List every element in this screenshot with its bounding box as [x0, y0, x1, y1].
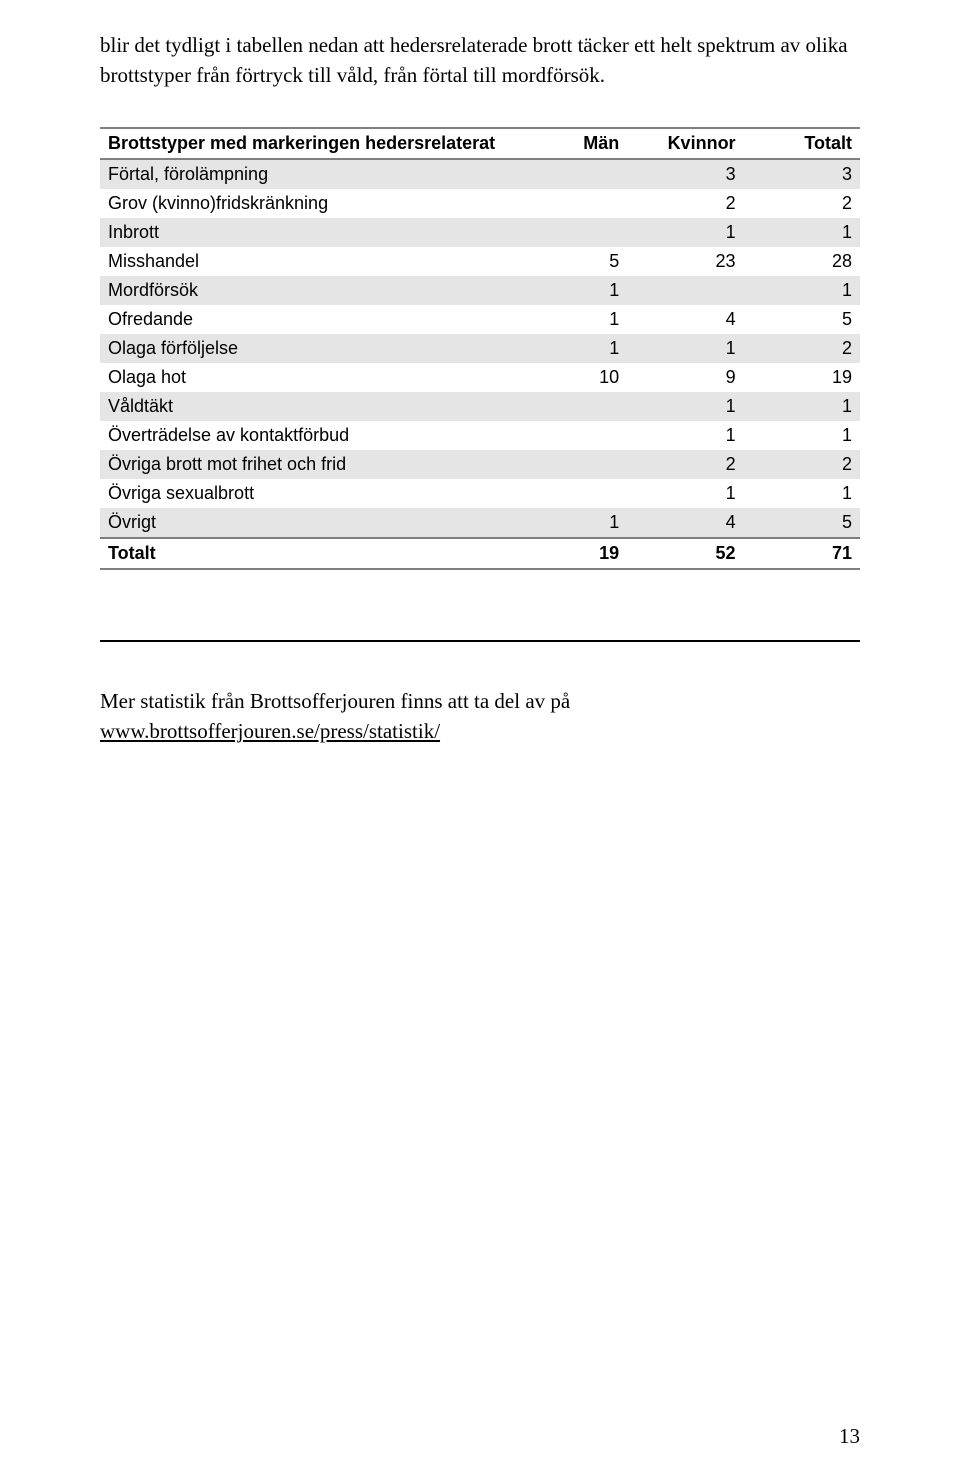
- cell-kvinnor: 1: [627, 421, 743, 450]
- section-divider: [100, 640, 860, 642]
- cell-kvinnor: 4: [627, 305, 743, 334]
- cell-totalt: 3: [744, 159, 860, 189]
- cell-label: Våldtäkt: [100, 392, 511, 421]
- cell-label: Ofredande: [100, 305, 511, 334]
- cell-man: 10: [511, 363, 627, 392]
- table-header-row: Brottstyper med markeringen hedersrelate…: [100, 128, 860, 159]
- cell-man: [511, 159, 627, 189]
- cell-kvinnor: 4: [627, 508, 743, 538]
- cell-man: 1: [511, 276, 627, 305]
- table-row: Olaga hot 10 9 19: [100, 363, 860, 392]
- header-col-totalt: Totalt: [744, 128, 860, 159]
- cell-totalt: 1: [744, 421, 860, 450]
- cell-kvinnor: 9: [627, 363, 743, 392]
- cell-man: [511, 479, 627, 508]
- totals-kvinnor: 52: [627, 538, 743, 569]
- cell-label: Förtal, förolämpning: [100, 159, 511, 189]
- cell-man: 1: [511, 508, 627, 538]
- cell-totalt: 1: [744, 392, 860, 421]
- cell-kvinnor: 1: [627, 218, 743, 247]
- table-row: Överträdelse av kontaktförbud 1 1: [100, 421, 860, 450]
- table-totals-row: Totalt 19 52 71: [100, 538, 860, 569]
- cell-label: Mordförsök: [100, 276, 511, 305]
- table-row: Övrigt 1 4 5: [100, 508, 860, 538]
- table-row: Övriga sexualbrott 1 1: [100, 479, 860, 508]
- cell-totalt: 2: [744, 450, 860, 479]
- cell-totalt: 5: [744, 508, 860, 538]
- table-row: Övriga brott mot frihet och frid 2 2: [100, 450, 860, 479]
- cell-label: Överträdelse av kontaktförbud: [100, 421, 511, 450]
- table-row: Förtal, förolämpning 3 3: [100, 159, 860, 189]
- cell-totalt: 5: [744, 305, 860, 334]
- table-row: Våldtäkt 1 1: [100, 392, 860, 421]
- cell-man: 5: [511, 247, 627, 276]
- page-number: 13: [839, 1424, 860, 1449]
- intro-paragraph: blir det tydligt i tabellen nedan att he…: [100, 30, 860, 91]
- cell-totalt: 28: [744, 247, 860, 276]
- cell-totalt: 2: [744, 334, 860, 363]
- cell-label: Misshandel: [100, 247, 511, 276]
- cell-kvinnor: 1: [627, 334, 743, 363]
- cell-man: [511, 189, 627, 218]
- header-col-man: Män: [511, 128, 627, 159]
- table-row: Ofredande 1 4 5: [100, 305, 860, 334]
- outro-text: Mer statistik från Brottsofferjouren fin…: [100, 689, 570, 713]
- cell-totalt: 1: [744, 276, 860, 305]
- outro-paragraph: Mer statistik från Brottsofferjouren fin…: [100, 686, 860, 747]
- cell-man: 1: [511, 334, 627, 363]
- cell-kvinnor: 3: [627, 159, 743, 189]
- cell-kvinnor: 1: [627, 479, 743, 508]
- cell-label: Olaga hot: [100, 363, 511, 392]
- table-row: Grov (kvinno)fridskränkning 2 2: [100, 189, 860, 218]
- cell-kvinnor: [627, 276, 743, 305]
- table-row: Inbrott 1 1: [100, 218, 860, 247]
- cell-label: Olaga förföljelse: [100, 334, 511, 363]
- totals-label: Totalt: [100, 538, 511, 569]
- cell-label: Övrigt: [100, 508, 511, 538]
- totals-totalt: 71: [744, 538, 860, 569]
- cell-kvinnor: 1: [627, 392, 743, 421]
- cell-label: Övriga brott mot frihet och frid: [100, 450, 511, 479]
- cell-man: [511, 421, 627, 450]
- cell-man: [511, 450, 627, 479]
- outro-link[interactable]: www.brottsofferjouren.se/press/statistik…: [100, 719, 440, 743]
- cell-totalt: 1: [744, 218, 860, 247]
- cell-man: 1: [511, 305, 627, 334]
- cell-totalt: 1: [744, 479, 860, 508]
- table-row: Mordförsök 1 1: [100, 276, 860, 305]
- totals-man: 19: [511, 538, 627, 569]
- crime-types-table: Brottstyper med markeringen hedersrelate…: [100, 127, 860, 570]
- cell-kvinnor: 23: [627, 247, 743, 276]
- cell-totalt: 19: [744, 363, 860, 392]
- cell-kvinnor: 2: [627, 189, 743, 218]
- cell-kvinnor: 2: [627, 450, 743, 479]
- cell-man: [511, 218, 627, 247]
- cell-label: Grov (kvinno)fridskränkning: [100, 189, 511, 218]
- cell-label: Övriga sexualbrott: [100, 479, 511, 508]
- header-label: Brottstyper med markeringen hedersrelate…: [100, 128, 511, 159]
- header-col-kvinnor: Kvinnor: [627, 128, 743, 159]
- cell-label: Inbrott: [100, 218, 511, 247]
- table-row: Misshandel 5 23 28: [100, 247, 860, 276]
- table-row: Olaga förföljelse 1 1 2: [100, 334, 860, 363]
- cell-totalt: 2: [744, 189, 860, 218]
- cell-man: [511, 392, 627, 421]
